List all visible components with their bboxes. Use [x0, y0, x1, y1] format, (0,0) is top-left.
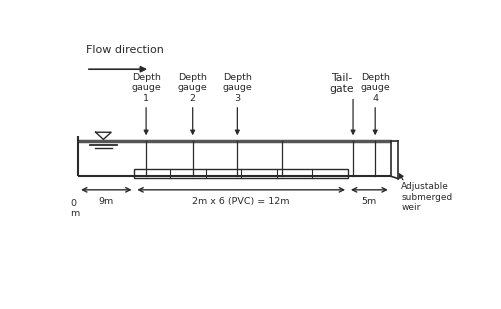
Text: Tail-
gate: Tail- gate	[330, 73, 355, 94]
Text: Flow direction: Flow direction	[86, 45, 164, 55]
Text: 9m: 9m	[99, 197, 114, 206]
Text: 5m: 5m	[362, 197, 377, 206]
Bar	[134, 169, 348, 178]
Text: Depth
gauge
3: Depth gauge 3	[222, 73, 252, 103]
Text: Depth
gauge
2: Depth gauge 2	[178, 73, 207, 103]
Text: Depth
gauge
4: Depth gauge 4	[360, 73, 390, 103]
Text: 0
m: 0 m	[70, 199, 80, 218]
Text: 2m x 6 (PVC) = 12m: 2m x 6 (PVC) = 12m	[192, 197, 290, 206]
Text: Depth
gauge
1: Depth gauge 1	[131, 73, 161, 103]
Text: Adjustable
submerged
weir: Adjustable submerged weir	[401, 182, 452, 212]
